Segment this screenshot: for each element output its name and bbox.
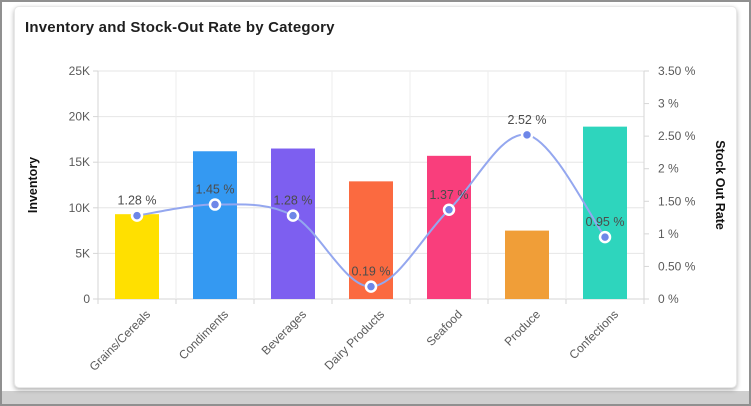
line-marker-condiments[interactable] xyxy=(208,198,222,211)
data-label-beverages: 1.28 % xyxy=(274,194,313,208)
x-axis-label-confections: Confections xyxy=(566,307,621,362)
right-axis-tick-label: 2.50 % xyxy=(658,129,696,143)
right-axis-title: Stock Out Rate xyxy=(713,140,727,230)
left-axis-tick-label: 0 xyxy=(83,292,90,306)
right-axis-tick-label: 1.50 % xyxy=(658,194,696,208)
right-axis-tick-label: 2 % xyxy=(658,162,679,176)
bar-grains-cereals[interactable] xyxy=(115,214,159,299)
line-marker-dairy-products[interactable] xyxy=(364,280,378,293)
bar-condiments[interactable] xyxy=(193,151,237,299)
x-axis-label-beverages: Beverages xyxy=(259,307,309,357)
left-axis-tick-label: 25K xyxy=(69,64,90,78)
data-label-dairy-products: 0.19 % xyxy=(352,265,391,279)
page-background-strip xyxy=(2,391,749,404)
x-axis-label-condiments: Condiments xyxy=(176,307,231,362)
line-marker-grains-cereals[interactable] xyxy=(130,209,144,222)
bar-dairy-products[interactable] xyxy=(349,181,393,299)
x-axis-label-produce: Produce xyxy=(502,307,544,349)
line-marker-beverages[interactable] xyxy=(286,209,300,222)
x-axis-label-grains-cereals: Grains/Cereals xyxy=(87,307,153,373)
left-axis-tick-label: 15K xyxy=(69,155,90,169)
chart-svg: 0 5K 10K 15K 20K 25K 0 % 0.50 % 1 % 1.50 % 2 % 2.50… xyxy=(26,64,727,374)
data-label-produce: 2.52 % xyxy=(508,113,547,127)
x-axis-label-dairy-products: Dairy Products xyxy=(322,307,388,373)
right-axis-tick-label: 0.50 % xyxy=(658,259,696,273)
right-axis-tick-label: 3.50 % xyxy=(658,64,696,78)
data-label-confections: 0.95 % xyxy=(586,215,625,229)
left-axis-tick-label: 10K xyxy=(69,201,90,215)
data-label-condiments: 1.45 % xyxy=(196,183,235,197)
line-marker-confections[interactable] xyxy=(598,230,612,244)
bar-produce[interactable] xyxy=(505,230,549,299)
chart-card: Inventory and Stock-Out Rate by Category… xyxy=(14,6,737,388)
data-label-seafood: 1.37 % xyxy=(430,188,469,202)
left-axis-tick-label: 5K xyxy=(75,246,90,260)
bar-beverages[interactable] xyxy=(271,148,315,299)
right-axis-tick-label: 3 % xyxy=(658,97,679,111)
chart-title: Inventory and Stock-Out Rate by Category xyxy=(25,19,335,36)
right-axis-tick-label: 1 % xyxy=(658,227,679,241)
data-label-grains-cereals: 1.28 % xyxy=(118,194,157,208)
left-axis-tick-label: 20K xyxy=(69,110,90,124)
line-marker-seafood[interactable] xyxy=(442,203,456,217)
line-marker-produce[interactable] xyxy=(520,128,534,142)
right-axis-tick-label: 0 % xyxy=(658,292,679,306)
left-axis-title: Inventory xyxy=(26,157,40,213)
x-axis-label-seafood: Seafood xyxy=(424,307,466,349)
